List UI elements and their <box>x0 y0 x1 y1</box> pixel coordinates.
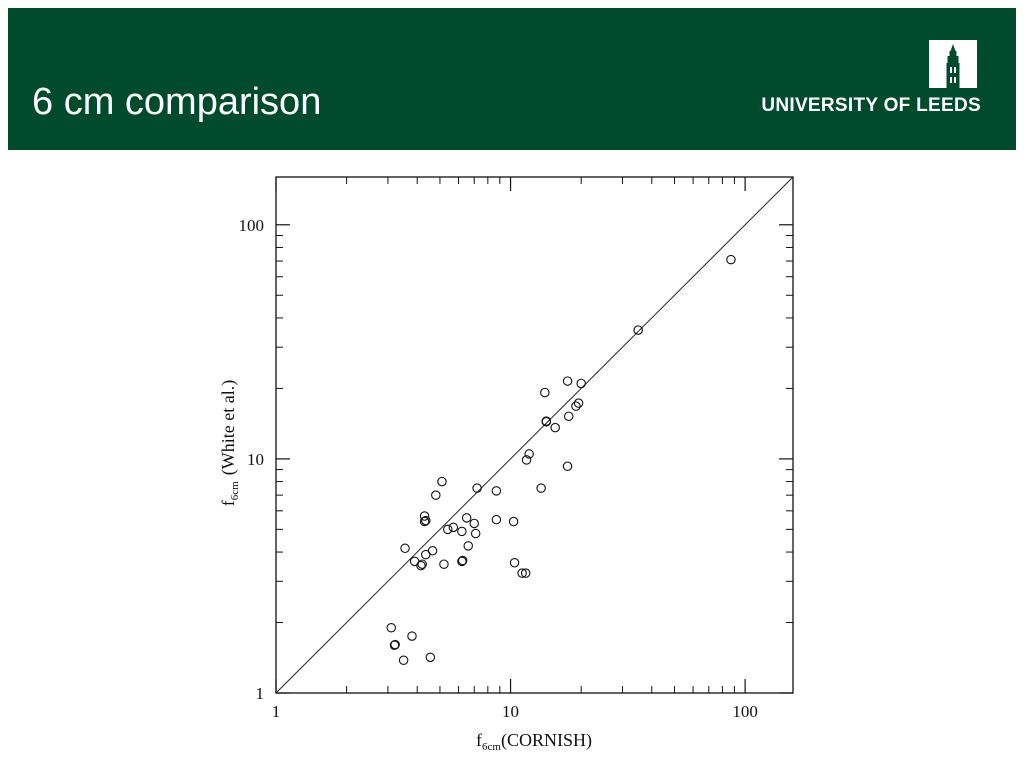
data-point <box>573 398 584 408</box>
y-tick-labels: 1 10 100 <box>239 216 265 703</box>
data-point <box>457 556 467 567</box>
y-tick-label: 1 <box>256 684 265 703</box>
plot-border <box>275 176 794 694</box>
major-ticks <box>275 177 793 694</box>
data-point <box>508 516 519 527</box>
data-point <box>417 559 427 569</box>
data-point <box>726 254 736 265</box>
y-axis-label-base: f <box>218 500 238 506</box>
minor-ticks <box>276 177 793 693</box>
data-point <box>571 401 581 411</box>
data-point <box>443 524 453 535</box>
reference-line-group <box>275 176 794 694</box>
data-point <box>562 376 573 386</box>
data-point <box>520 568 531 578</box>
plot-frame <box>275 176 794 694</box>
y-tick-label: 10 <box>247 450 264 469</box>
data-point <box>463 541 473 551</box>
data-point <box>457 555 468 566</box>
data-point <box>541 417 552 427</box>
data-point <box>419 516 430 527</box>
x-tick-label: 100 <box>732 702 758 721</box>
data-point <box>540 387 550 398</box>
reference-line <box>275 176 794 694</box>
x-tick-labels: 1 10 100 <box>272 702 758 721</box>
x-axis-label-base: f <box>476 730 482 750</box>
data-point <box>562 461 573 472</box>
data-point <box>576 378 586 389</box>
data-point <box>563 411 574 422</box>
data-point <box>470 528 481 539</box>
data-point <box>448 522 459 533</box>
y-axis-label-sub: 6cm <box>229 481 241 500</box>
data-point <box>521 455 532 465</box>
x-tick-label: 1 <box>272 702 281 721</box>
data-point <box>437 476 447 487</box>
data-point <box>425 652 436 663</box>
data-point <box>457 526 467 537</box>
data-point <box>416 560 426 571</box>
data-point <box>389 640 400 650</box>
data-point <box>386 622 397 633</box>
data-point <box>469 518 479 529</box>
data-point <box>536 483 546 493</box>
data-point <box>550 422 560 433</box>
data-point <box>633 325 643 335</box>
data-point <box>419 511 430 521</box>
data-point <box>472 483 482 493</box>
data-point <box>509 558 520 568</box>
data-point <box>421 515 431 526</box>
data-point <box>400 543 410 554</box>
y-tick-label: 100 <box>239 216 265 235</box>
x-axis-label-sub: 6cm <box>482 741 501 753</box>
data-point <box>524 449 534 459</box>
data-point <box>431 490 441 500</box>
slide-header <box>8 8 1016 150</box>
data-points <box>386 254 736 666</box>
y-axis-label-rest: (White et al.) <box>218 380 239 475</box>
data-point <box>407 631 417 641</box>
x-tick-label: 10 <box>502 702 519 721</box>
data-point <box>398 655 409 666</box>
slide-title: 6 cm comparison <box>32 81 322 123</box>
data-point <box>421 549 431 560</box>
x-axis-label: f6cm(CORNISH) <box>476 730 592 753</box>
data-point <box>390 639 400 650</box>
data-point <box>491 514 502 525</box>
university-name: UNIVERSITY OF LEEDS <box>761 95 981 116</box>
data-point <box>491 486 502 496</box>
parkinson-tower-icon <box>929 40 977 88</box>
data-point <box>439 559 449 569</box>
y-axis-label: f6cm (White et al.) <box>218 380 241 506</box>
data-point <box>461 513 472 523</box>
x-axis-label-rest: (CORNISH) <box>501 730 592 751</box>
data-point <box>517 568 527 578</box>
